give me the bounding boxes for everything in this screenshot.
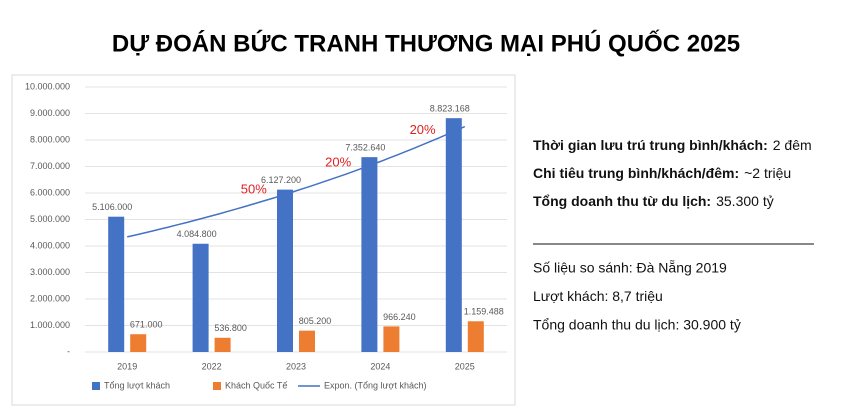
highlight-value: 2 đêm: [773, 137, 812, 153]
highlight: Thời gian lưu trú trung bình/khách: 2 đêm: [533, 137, 812, 153]
y-tick-label: 8.000.000: [30, 134, 70, 144]
value-label: 805.200: [299, 316, 332, 326]
y-tick-label: 2.000.000: [30, 293, 70, 303]
bar: [108, 216, 125, 352]
x-tick-label: 2019: [117, 361, 137, 371]
bar: [214, 337, 231, 352]
legend-swatch: [92, 382, 100, 390]
value-label: 7.352.640: [345, 143, 385, 153]
x-tick-label: 2022: [202, 361, 222, 371]
comparison-line: Lượt khách: 8,7 triệu: [533, 288, 663, 304]
value-label: 966.240: [383, 312, 416, 322]
bar: [467, 321, 484, 352]
value-label: 6.127.200: [261, 175, 301, 185]
value-label: 671.000: [130, 320, 163, 330]
highlight-value: ~2 triệu: [744, 165, 791, 181]
bar: [383, 326, 400, 352]
value-label: 536.800: [214, 323, 247, 333]
trendline: [127, 125, 466, 238]
x-tick-label: 2024: [370, 361, 390, 371]
highlight-value: 35.300 tỷ: [716, 193, 774, 209]
highlight-label: Chi tiêu trung bình/khách/đêm:: [533, 165, 739, 181]
y-tick-label: 6.000.000: [30, 187, 70, 197]
y-tick-label: -: [67, 346, 70, 356]
y-tick-label: 5.000.000: [30, 214, 70, 224]
bar: [361, 157, 378, 352]
comparison-line: Tổng doanh thu du lịch: 30.900 tỷ: [533, 317, 741, 333]
comparison-line: Số liệu so sánh: Đà Nẵng 2019: [533, 260, 727, 276]
chart-frame: [11, 74, 516, 406]
bar: [277, 189, 293, 352]
highlight: Tổng doanh thu từ du lịch: 35.300 tỷ: [533, 193, 774, 209]
annotation: 50%: [241, 181, 267, 196]
y-tick-label: 4.000.000: [30, 240, 70, 250]
y-tick-label: 9.000.000: [30, 108, 70, 118]
legend-label: Tổng lượt khách: [104, 380, 170, 390]
annotation: 20%: [410, 122, 436, 137]
bar: [445, 118, 462, 352]
value-label: 1.159.488: [464, 307, 504, 317]
bar: [299, 330, 315, 352]
legend-label: Expon. (Tổng lượt khách): [324, 380, 426, 390]
y-tick-label: 3.000.000: [30, 267, 70, 277]
highlight: Chi tiêu trung bình/khách/đêm: ~2 triệu: [533, 165, 791, 181]
value-label: 5.106.000: [92, 202, 132, 212]
x-tick-label: 2025: [455, 361, 475, 371]
page-title: DỰ ĐOÁN BỨC TRANH THƯƠNG MẠI PHÚ QUỐC 20…: [112, 29, 740, 57]
y-tick-label: 7.000.000: [30, 161, 70, 171]
value-label: 4.084.800: [177, 229, 217, 239]
legend-label: Khách Quốc Tế: [225, 380, 287, 390]
value-label: 8.823.168: [430, 104, 470, 114]
highlight-label: Thời gian lưu trú trung bình/khách:: [533, 137, 768, 153]
bar: [130, 334, 147, 352]
x-tick-label: 2023: [286, 361, 306, 371]
annotation: 20%: [325, 154, 351, 169]
highlight-label: Tổng doanh thu từ du lịch:: [533, 193, 711, 209]
bar: [192, 243, 209, 352]
legend-swatch: [213, 382, 221, 390]
y-tick-label: 1.000.000: [30, 320, 70, 330]
y-tick-label: 10.000.000: [25, 81, 70, 91]
